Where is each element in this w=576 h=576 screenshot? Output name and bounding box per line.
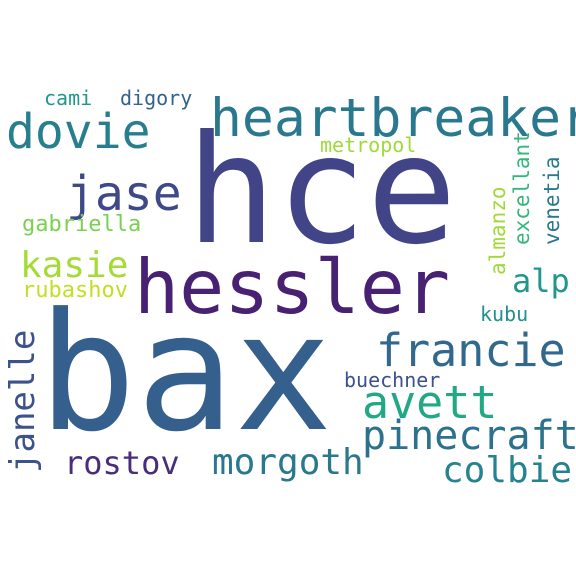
word-janelle: janelle: [3, 329, 43, 473]
word-kubu: kubu: [480, 302, 529, 326]
word-kasie: kasie: [20, 245, 129, 286]
word-metropol: metropol: [320, 133, 417, 157]
word-gabriella: gabriella: [22, 212, 142, 237]
word-venetia: venetia: [540, 156, 564, 245]
word-excellant: excellant: [510, 131, 534, 245]
word-francie: francie: [376, 324, 566, 377]
word-almanzo: almanzo: [486, 186, 510, 275]
word-bax: bax: [38, 279, 333, 468]
word-buechner: buechner: [344, 368, 441, 392]
word-pinecraft: pinecraft: [362, 413, 576, 459]
word-hce: hce: [186, 104, 457, 278]
word-rubashov: rubashov: [22, 278, 128, 303]
word-digory: digory: [120, 86, 193, 110]
word-avett: avett: [362, 376, 498, 429]
word-heartbreaker: heartbreaker: [210, 88, 576, 149]
word-colbie: colbie: [442, 450, 573, 491]
word-hessler: hessler: [134, 243, 451, 331]
word-cami: cami: [44, 86, 93, 110]
word-morgoth: morgoth: [212, 442, 364, 483]
word-rostov: rostov: [64, 444, 180, 482]
word-dovie: dovie: [6, 104, 151, 160]
word-jase: jase: [66, 166, 182, 222]
word-alp: alp: [512, 262, 570, 300]
